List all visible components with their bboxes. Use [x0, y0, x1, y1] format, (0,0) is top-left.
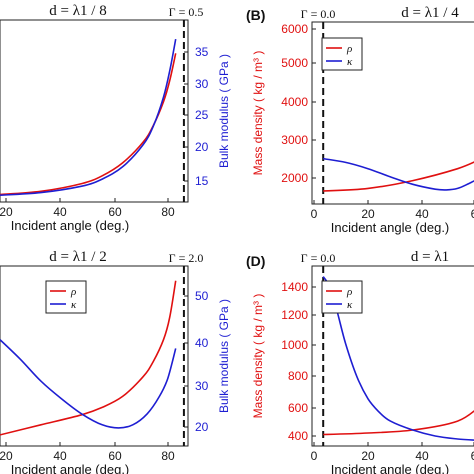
series-line-blue-2: [323, 157, 474, 191]
y-tick-label: 600: [288, 401, 308, 415]
legend: ρκ: [45, 280, 87, 314]
x-axis-label: Incident angle (deg.): [11, 218, 130, 233]
legend-label: ρ: [346, 43, 352, 55]
legend-label: ρ: [70, 286, 76, 298]
y-tick-label: 1000: [281, 338, 308, 352]
x-tick-label: 40: [53, 205, 67, 219]
legend-label: κ: [347, 56, 353, 68]
y-right-tick-label: 30: [195, 77, 209, 91]
plot-frame: [0, 19, 189, 203]
x-tick-label: 0: [311, 449, 318, 463]
y-axis-label: Mass density ( kg / m³ ): [251, 51, 265, 176]
series-line-red-1: [323, 161, 474, 192]
y-right-tick-label: 50: [195, 289, 209, 303]
legend-box: [321, 37, 363, 71]
y-right-tick-label: 20: [195, 140, 209, 154]
chart-panel-2: 0 20 40 6 Incident angle (deg.) d = λ1 / 4 Γ =…: [251, 5, 474, 235]
y-tick-label: 6000: [281, 22, 308, 36]
y-tick-label: 5000: [281, 56, 308, 70]
x-tick-label: 6: [471, 207, 474, 221]
y-right-tick-label: 30: [195, 379, 209, 393]
gamma-label: Γ = 0.0: [301, 7, 336, 21]
panel-label-d: (D): [246, 253, 265, 269]
legend-label: ρ: [346, 286, 352, 298]
plot-frame: [311, 21, 474, 205]
y-right-axis-label: Bulk modulus ( GPa ): [217, 54, 231, 168]
gamma-label: Γ = 2.0: [169, 251, 204, 265]
y-axis-label: Mass density ( kg / m³ ): [251, 294, 265, 419]
panel-title: d = λ1 / 2: [49, 249, 106, 265]
x-tick-label: 0: [311, 207, 318, 221]
series-line-blue-2: [0, 339, 177, 429]
y-right-tick-label: 40: [195, 336, 209, 350]
x-axis-label: Incident angle (deg.): [11, 462, 130, 474]
y-tick-label: 800: [288, 369, 308, 383]
y-right-axis-label: Bulk modulus ( GPa ): [217, 299, 231, 413]
y-tick-label: 400: [288, 429, 308, 443]
x-tick-label: 60: [108, 205, 122, 219]
y-tick-label: 1200: [281, 308, 308, 322]
series-line-red-1: [0, 280, 177, 436]
chart-panel-4: 0 20 40 6 Incident angle (deg.) d = λ1 Γ = 0.0…: [251, 249, 474, 474]
y-right-tick-label: 15: [195, 174, 209, 188]
x-tick-label: 20: [0, 449, 13, 463]
chart-panel-1: 20 40 60 80 Incident angle (deg.) d = λ1 / 8 Γ…: [0, 3, 231, 233]
panel-label-b: (B): [246, 7, 265, 23]
legend-label: κ: [347, 299, 353, 311]
y-tick-label: 4000: [281, 95, 308, 109]
gamma-label: Γ = 0.5: [169, 5, 204, 19]
x-tick-label: 60: [108, 449, 122, 463]
x-tick-label: 80: [161, 205, 175, 219]
gamma-label: Γ = 0.0: [301, 251, 336, 265]
x-tick-label: 20: [361, 449, 375, 463]
x-tick-label: 80: [161, 449, 175, 463]
x-tick-label: 40: [53, 449, 67, 463]
panel-title: d = λ1: [411, 249, 449, 265]
chart-panel-3: 20 40 60 80 Incident angle (deg.) d = λ1 / 2 Γ…: [0, 249, 231, 474]
y-tick-label: 3000: [281, 133, 308, 147]
legend-label: κ: [71, 299, 77, 311]
x-tick-label: 40: [415, 449, 429, 463]
x-axis-label: Incident angle (deg.): [331, 220, 450, 235]
x-axis-label: Incident angle (deg.): [331, 462, 450, 474]
x-tick-label: 20: [361, 207, 375, 221]
y-tick-label: 2000: [281, 171, 308, 185]
plot-frame: [0, 265, 189, 447]
y-tick-label: 1400: [281, 280, 308, 294]
panel-title: d = λ1 / 8: [49, 3, 106, 19]
series-line-red-1: [323, 410, 474, 436]
legend: ρκ: [321, 280, 363, 314]
x-tick-label: 40: [415, 207, 429, 221]
x-tick-label: 6: [471, 449, 474, 463]
y-right-tick-label: 35: [195, 45, 209, 59]
legend-box: [45, 280, 87, 314]
panel-title: d = λ1 / 4: [401, 5, 459, 21]
y-right-tick-label: 20: [195, 420, 209, 434]
series-line-red-1: [0, 53, 177, 196]
y-right-tick-label: 25: [195, 108, 209, 122]
x-tick-label: 20: [0, 205, 13, 219]
legend-box: [321, 280, 363, 314]
plot-frame: [311, 265, 474, 447]
legend: ρκ: [321, 37, 363, 71]
series-line-blue-2: [0, 38, 177, 196]
